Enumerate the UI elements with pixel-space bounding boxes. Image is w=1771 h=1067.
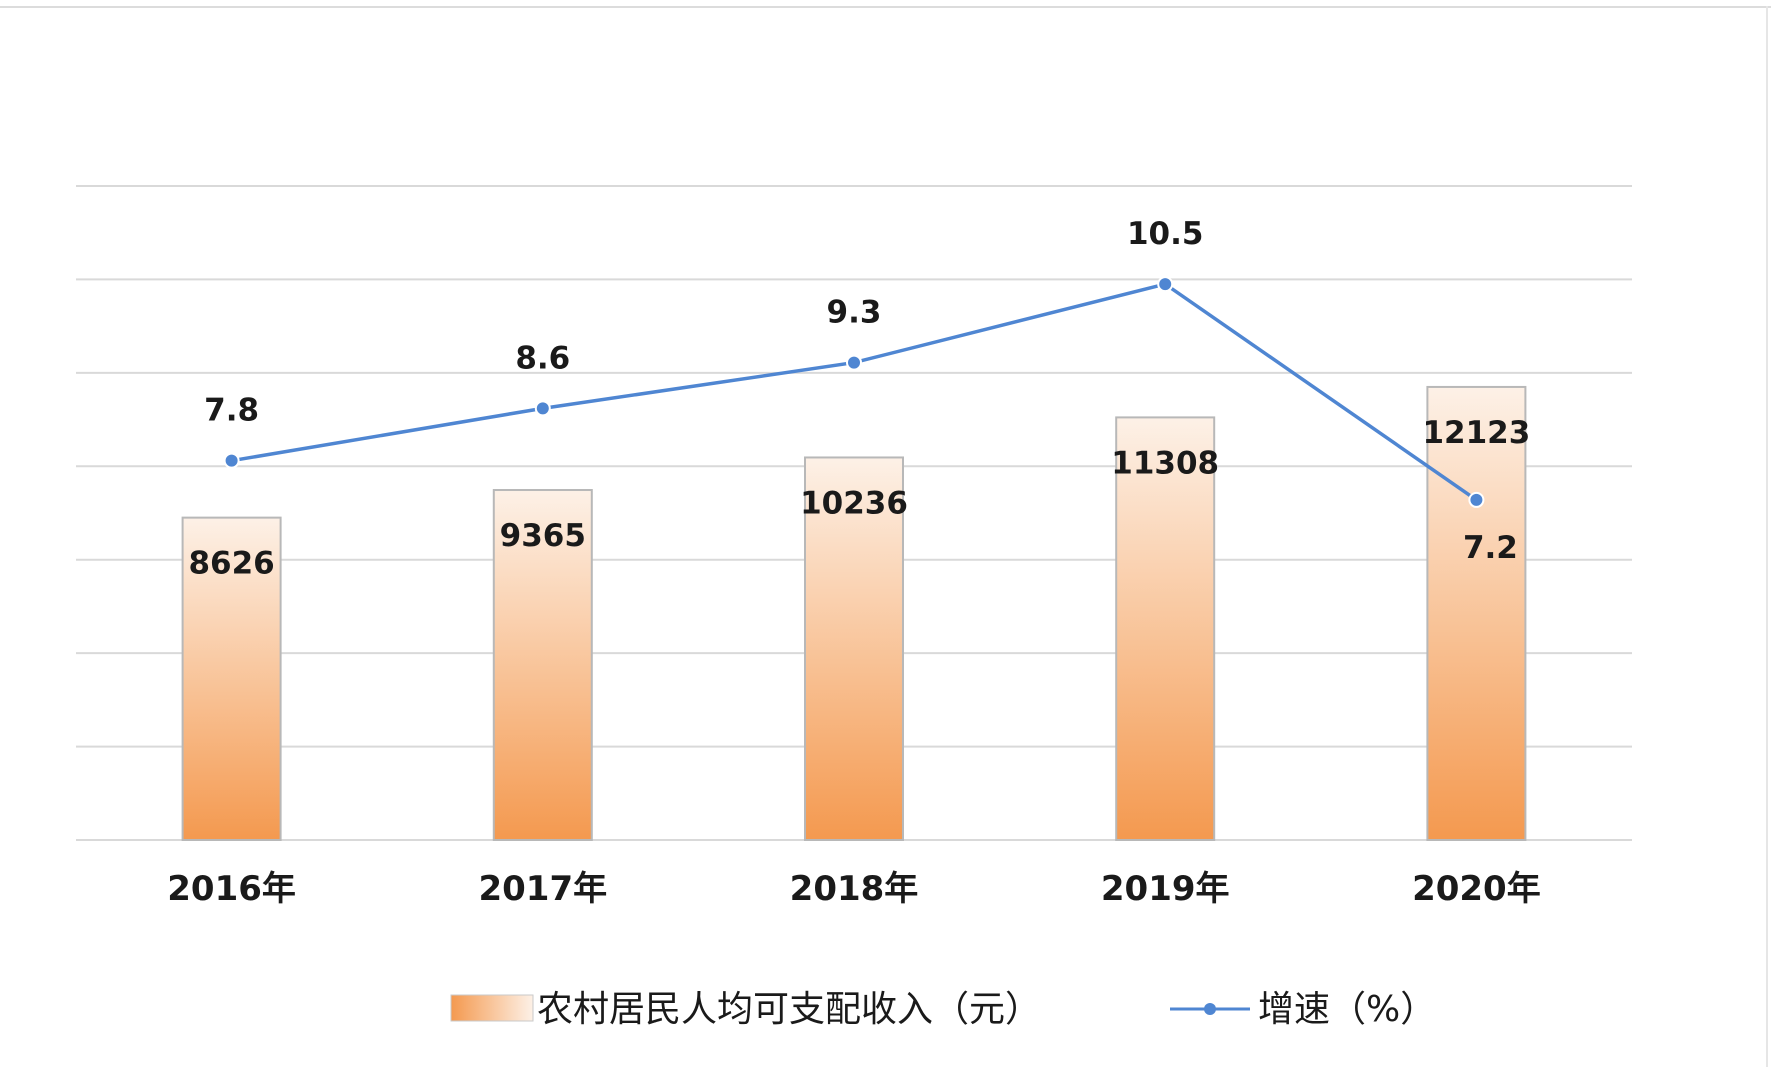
x-tick-label: 2019年 bbox=[1101, 869, 1230, 909]
legend-label-growth: 增速（%） bbox=[1258, 989, 1436, 1030]
line-data-label: 7.8 bbox=[204, 393, 259, 429]
bar bbox=[1426, 385, 1527, 841]
bar-data-label: 11308 bbox=[1111, 445, 1219, 481]
bar-series bbox=[181, 385, 1527, 841]
bar-data-label: 10236 bbox=[800, 485, 908, 521]
legend-swatch-bar bbox=[450, 994, 534, 1022]
legend: 农村居民人均可支配收入（元） 增速（%） bbox=[450, 989, 1436, 1030]
x-tick-label: 2017年 bbox=[478, 869, 607, 909]
line-point bbox=[534, 400, 551, 417]
legend-swatch-marker bbox=[1204, 1003, 1216, 1015]
bar-data-labels: 8626 9365 10236 11308 12123 bbox=[188, 415, 1530, 582]
bar-data-label: 9365 bbox=[500, 518, 586, 554]
line-data-label: 7.2 bbox=[1463, 530, 1518, 566]
line-point bbox=[846, 354, 862, 371]
line-data-labels: 7.8 8.6 9.3 10.5 7.2 bbox=[204, 216, 1518, 566]
bar bbox=[181, 516, 282, 841]
x-tick-label: 2016年 bbox=[167, 869, 296, 909]
line-data-label: 8.6 bbox=[515, 340, 570, 376]
line-data-label: 10.5 bbox=[1127, 216, 1204, 252]
right-border bbox=[1766, 6, 1768, 1067]
bar bbox=[492, 489, 593, 841]
line-data-label: 9.3 bbox=[827, 295, 882, 331]
x-axis-tick-labels: 2016年 2017年 2018年 2019年 2020年 bbox=[167, 869, 1540, 909]
line-point bbox=[223, 452, 240, 469]
bar-data-label: 12123 bbox=[1422, 415, 1530, 451]
x-tick-label: 2020年 bbox=[1412, 869, 1541, 909]
bar bbox=[804, 456, 904, 841]
x-tick-label: 2018年 bbox=[790, 869, 919, 909]
legend-label-income: 农村居民人均可支配收入（元） bbox=[537, 989, 1041, 1030]
line-point bbox=[1157, 276, 1174, 293]
bar bbox=[1115, 416, 1216, 841]
top-border bbox=[0, 6, 1771, 8]
bar-data-label: 8626 bbox=[188, 546, 274, 582]
line-point bbox=[1468, 491, 1485, 508]
line-series bbox=[223, 276, 1485, 508]
